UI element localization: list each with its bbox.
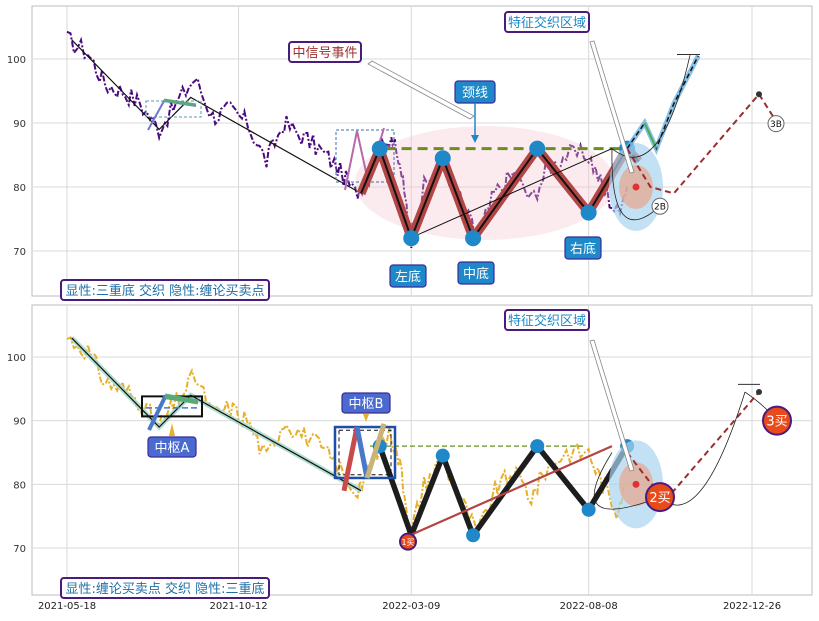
pivot-b-stroke-3 <box>364 423 387 479</box>
ytick-100: 100 <box>7 353 26 364</box>
label-pivot-b-text: 中枢B <box>349 397 384 412</box>
buy-point-circle-2 <box>645 482 675 513</box>
ytick-90: 90 <box>13 119 26 130</box>
turning-point-2022-06-25 <box>529 140 546 157</box>
turning-point-2022-08-08 <box>580 204 597 221</box>
label-bottom-3-text: 右底 <box>570 241 596 257</box>
pivot-a-pointer <box>169 423 175 436</box>
badge-2b-text: 2B <box>654 203 666 213</box>
mini-stroke-a2 <box>163 98 197 107</box>
caption-panel-1: 显性:三重底 交织 隐性:缠论买卖点 <box>60 279 270 301</box>
label-bottom-1: 左底 <box>389 264 427 288</box>
xtick-2022-12-26: 2022-12-26 <box>723 601 781 612</box>
pivot-b-stroke-1 <box>341 426 360 492</box>
trend-line-2 <box>71 337 362 492</box>
buy-point-label-3: 3买 <box>766 415 787 430</box>
label-pivot-a-text: 中枢A <box>155 441 190 456</box>
projection-b <box>626 92 783 195</box>
caption-panel-2-box <box>60 577 270 599</box>
pivot-b-pointer <box>363 414 369 422</box>
projection-green <box>643 122 658 150</box>
ytick-80: 80 <box>13 183 26 194</box>
annotation-mid-signal-box <box>288 41 362 63</box>
label-bottom-1-box <box>389 264 427 288</box>
buy-point-label-2: 2买 <box>649 491 670 506</box>
xtick-2022-08-08: 2022-08-08 <box>560 601 618 612</box>
rising-connector <box>409 148 613 239</box>
annotation-mid-signal: 中信号事件 <box>288 41 362 63</box>
arrow-interweave <box>589 40 635 174</box>
caption-panel-2-text: 显性:缠论买卖点 交织 隐性:三重底 <box>65 581 264 597</box>
caption-panel-1-box <box>60 279 270 301</box>
buy-point-2: 2买 <box>645 482 675 513</box>
ytick-70: 70 <box>13 544 26 555</box>
ytick-80: 80 <box>13 480 26 491</box>
turning-point-2022-08-08 <box>581 502 596 517</box>
label-neckline: 颈线 <box>454 80 496 104</box>
focus-dot <box>632 183 640 191</box>
label-bottom-2-text: 中底 <box>463 266 489 282</box>
label-pivot-b-box <box>341 392 391 414</box>
pivot-b-stroke-2 <box>354 426 370 479</box>
annotation-interweave-2-text: 特征交织区域 <box>508 313 586 329</box>
annotation-mid-signal-text: 中信号事件 <box>292 46 357 61</box>
xtick-2021-10-12: 2021-10-12 <box>209 601 267 612</box>
pivot-a-stroke-2 <box>164 393 199 405</box>
turning-point-2022-06-25 <box>530 439 545 454</box>
label-pivot-b: 中枢B <box>341 392 391 414</box>
label-neckline-text: 颈线 <box>462 86 488 101</box>
caption-panel-1-text: 显性:三重底 交织 隐性:缠论买卖点 <box>65 283 264 299</box>
ytick-100: 100 <box>7 55 26 66</box>
annotation-interweave: 特征交织区域 <box>504 11 590 33</box>
turning-point-2022-02-10 <box>371 140 388 157</box>
ytick-70: 70 <box>13 247 26 258</box>
rising-connector <box>409 445 613 537</box>
annotation-interweave-text: 特征交织区域 <box>508 15 586 31</box>
curve-link <box>611 148 661 221</box>
badge-2b-circle <box>651 197 669 215</box>
label-bottom-3: 右底 <box>564 236 602 260</box>
arrow-mid-signal <box>367 60 475 120</box>
turning-point-2022-05-01 <box>465 230 482 247</box>
annotation-interweave-box <box>504 11 590 33</box>
buy-point-label-1: 1买 <box>401 538 414 547</box>
label-bottom-2: 中底 <box>457 261 495 285</box>
arrow-interweave-2 <box>589 339 635 472</box>
badge-3b-circle <box>767 115 785 133</box>
label-bottom-3-box <box>564 236 602 260</box>
xtick-2021-05-18: 2021-05-18 <box>38 601 96 612</box>
buy-point-circle-3 <box>762 405 792 436</box>
neckline-pointer-head <box>471 135 479 143</box>
xtick-2022-03-09: 2022-03-09 <box>382 601 440 612</box>
buy-point-3: 3买 <box>762 405 792 436</box>
focus-dot <box>632 480 640 488</box>
turning-point-2022-04-05 <box>434 150 451 167</box>
trend-line-1 <box>71 39 362 194</box>
turning-point-2022-03-09 <box>403 230 420 247</box>
label-bottom-2-box <box>457 261 495 285</box>
annotation-interweave-2: 特征交织区域 <box>504 309 590 331</box>
projection-b-peak <box>756 91 763 98</box>
label-pivot-a-box <box>147 436 197 458</box>
label-pivot-a: 中枢A <box>147 436 197 458</box>
annotation-interweave-2-box <box>504 309 590 331</box>
turning-point-2022-05-01 <box>466 528 481 543</box>
curve-link-2 <box>611 55 691 158</box>
projection-peak-2 <box>756 389 763 396</box>
ytick-90: 90 <box>13 417 26 428</box>
panel-2: 70 80 90 100 2021-05-18 2021-10-12 2022-03-09 2… <box>7 304 813 612</box>
label-bottom-1-text: 左底 <box>395 269 421 285</box>
caption-panel-2: 显性:缠论买卖点 交织 隐性:三重底 <box>60 577 270 599</box>
badge-3b-text: 3B <box>770 120 782 130</box>
curve-link-3 <box>593 452 661 510</box>
buy-point-circle-1 <box>399 532 417 551</box>
buy-point-1: 1买 <box>399 532 417 551</box>
turning-point-2022-04-05 <box>435 448 450 463</box>
